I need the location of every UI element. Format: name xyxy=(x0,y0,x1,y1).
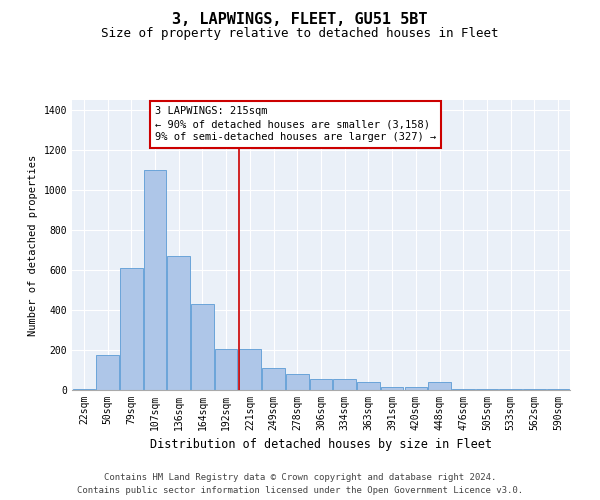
Bar xyxy=(452,389,475,390)
Bar xyxy=(334,379,356,390)
Bar xyxy=(167,256,190,390)
Bar xyxy=(262,368,285,390)
Bar xyxy=(404,387,427,390)
Bar xyxy=(428,382,451,390)
Text: Contains HM Land Registry data © Crown copyright and database right 2024.
Contai: Contains HM Land Registry data © Crown c… xyxy=(77,474,523,495)
Bar xyxy=(523,389,545,390)
X-axis label: Distribution of detached houses by size in Fleet: Distribution of detached houses by size … xyxy=(150,438,492,452)
Text: Size of property relative to detached houses in Fleet: Size of property relative to detached ho… xyxy=(101,28,499,40)
Bar xyxy=(286,374,308,390)
Bar xyxy=(239,349,261,390)
Bar xyxy=(191,304,214,390)
Bar xyxy=(499,389,522,390)
Bar xyxy=(215,349,238,390)
Bar xyxy=(310,379,332,390)
Text: 3 LAPWINGS: 215sqm
← 90% of detached houses are smaller (3,158)
9% of semi-detac: 3 LAPWINGS: 215sqm ← 90% of detached hou… xyxy=(155,106,436,142)
Bar xyxy=(547,389,569,390)
Bar xyxy=(381,387,403,390)
Bar xyxy=(144,170,166,390)
Bar xyxy=(357,382,380,390)
Y-axis label: Number of detached properties: Number of detached properties xyxy=(28,154,38,336)
Bar xyxy=(120,268,143,390)
Bar xyxy=(476,389,498,390)
Bar xyxy=(97,355,119,390)
Text: 3, LAPWINGS, FLEET, GU51 5BT: 3, LAPWINGS, FLEET, GU51 5BT xyxy=(172,12,428,28)
Bar xyxy=(73,389,95,390)
